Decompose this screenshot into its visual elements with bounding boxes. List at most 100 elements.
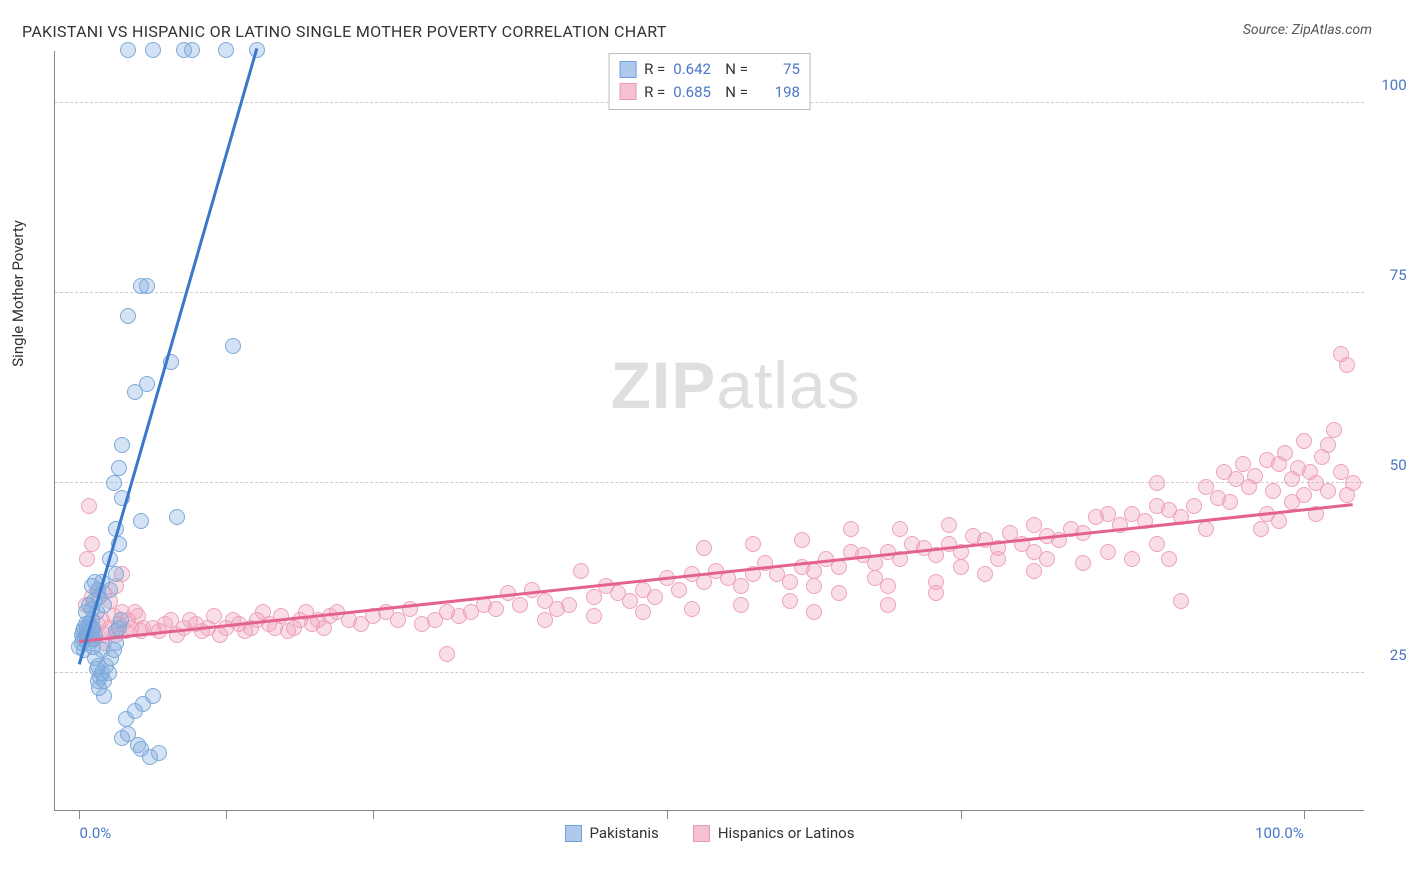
chart-title: PAKISTANI VS HISPANIC OR LATINO SINGLE M… xyxy=(22,22,667,41)
data-point-pakistanis xyxy=(169,509,185,525)
data-point-hispanics xyxy=(990,551,1006,567)
data-point-pakistanis xyxy=(108,566,124,582)
data-point-hispanics xyxy=(1265,483,1281,499)
data-point-hispanics xyxy=(635,604,651,620)
data-point-hispanics xyxy=(794,532,810,548)
data-point-pakistanis xyxy=(113,612,129,628)
data-point-hispanics xyxy=(537,612,553,628)
data-point-hispanics xyxy=(81,498,97,514)
data-point-hispanics xyxy=(1296,487,1312,503)
data-point-pakistanis xyxy=(102,582,118,598)
x-tick xyxy=(373,810,374,819)
data-point-hispanics xyxy=(1320,483,1336,499)
data-point-hispanics xyxy=(684,601,700,617)
swatch-pakistanis-icon xyxy=(565,825,582,842)
source-attribution: Source: ZipAtlas.com xyxy=(1243,22,1372,38)
data-point-hispanics xyxy=(512,597,528,613)
data-point-hispanics xyxy=(953,559,969,575)
data-point-hispanics xyxy=(1026,544,1042,560)
y-tick-label: 75.0% xyxy=(1390,266,1406,284)
data-point-pakistanis xyxy=(139,376,155,392)
data-point-pakistanis xyxy=(145,688,161,704)
data-point-hispanics xyxy=(831,585,847,601)
data-point-hispanics xyxy=(1026,563,1042,579)
data-point-hispanics xyxy=(696,540,712,556)
data-point-hispanics xyxy=(806,563,822,579)
trendline-hispanics xyxy=(79,504,1353,643)
r-label: R = xyxy=(644,58,665,81)
data-point-hispanics xyxy=(880,597,896,613)
swatch-hispanics-icon xyxy=(693,825,710,842)
data-point-hispanics xyxy=(892,521,908,537)
series-legend: Pakistanis Hispanics or Latinos xyxy=(55,824,1364,842)
watermark-zip: ZIP xyxy=(611,348,717,422)
n-value-pakistanis: 75 xyxy=(756,58,800,81)
data-point-hispanics xyxy=(84,536,100,552)
y-tick-label: 25.0% xyxy=(1390,646,1406,664)
data-point-hispanics xyxy=(1186,498,1202,514)
swatch-hispanics xyxy=(619,83,636,100)
data-point-pakistanis xyxy=(218,42,234,58)
data-point-hispanics xyxy=(806,604,822,620)
data-point-hispanics xyxy=(1173,593,1189,609)
x-tick xyxy=(667,810,668,819)
data-point-hispanics xyxy=(1345,475,1361,491)
n-label: N = xyxy=(725,58,748,81)
data-point-hispanics xyxy=(928,585,944,601)
gridline xyxy=(55,482,1364,483)
y-tick-label: 50.0% xyxy=(1390,456,1406,474)
data-point-pakistanis xyxy=(120,308,136,324)
data-point-pakistanis xyxy=(120,42,136,58)
r-value-hispanics: 0.685 xyxy=(673,81,717,104)
trendline-pakistanis xyxy=(78,48,258,664)
legend-label-hispanics: Hispanics or Latinos xyxy=(718,824,855,842)
watermark: ZIPatlas xyxy=(611,347,861,423)
data-point-hispanics xyxy=(1320,437,1336,453)
data-point-hispanics xyxy=(1296,433,1312,449)
legend-label-pakistanis: Pakistanis xyxy=(590,824,659,842)
data-point-hispanics xyxy=(1198,521,1214,537)
data-point-hispanics xyxy=(1253,521,1269,537)
n-label: N = xyxy=(725,81,748,104)
data-point-hispanics xyxy=(1277,445,1293,461)
x-tick xyxy=(1304,810,1305,819)
data-point-pakistanis xyxy=(151,745,167,761)
n-value-hispanics: 198 xyxy=(756,81,800,104)
data-point-hispanics xyxy=(79,551,95,567)
data-point-hispanics xyxy=(1149,536,1165,552)
data-point-hispanics xyxy=(782,574,798,590)
data-point-hispanics xyxy=(1247,468,1263,484)
source-name: ZipAtlas.com xyxy=(1292,22,1372,38)
data-point-hispanics xyxy=(647,589,663,605)
correlation-legend: R = 0.642 N = 75 R = 0.685 N = 198 xyxy=(608,53,811,110)
x-tick xyxy=(79,810,80,819)
data-point-hispanics xyxy=(941,517,957,533)
data-point-pakistanis xyxy=(145,42,161,58)
data-point-pakistanis xyxy=(96,688,112,704)
data-point-hispanics xyxy=(1271,513,1287,529)
plot-area: ZIPatlas R = 0.642 N = 75 R = 0.685 N = … xyxy=(54,51,1364,811)
data-point-pakistanis xyxy=(225,338,241,354)
data-point-hispanics xyxy=(733,578,749,594)
r-value-pakistanis: 0.642 xyxy=(673,58,717,81)
data-point-pakistanis xyxy=(133,513,149,529)
legend-row-pakistanis: R = 0.642 N = 75 xyxy=(619,58,800,81)
data-point-hispanics xyxy=(1075,555,1091,571)
data-point-hispanics xyxy=(573,563,589,579)
data-point-hispanics xyxy=(843,521,859,537)
data-point-hispanics xyxy=(586,608,602,624)
watermark-atlas: atlas xyxy=(716,348,860,422)
gridline xyxy=(55,292,1364,293)
x-tick xyxy=(226,810,227,819)
data-point-hispanics xyxy=(782,593,798,609)
y-axis-label: Single Mother Poverty xyxy=(9,220,27,367)
data-point-hispanics xyxy=(733,597,749,613)
chart-container: Single Mother Poverty ZIPatlas R = 0.642… xyxy=(22,51,1384,811)
data-point-hispanics xyxy=(745,536,761,552)
data-point-pakistanis xyxy=(101,665,117,681)
data-point-pakistanis xyxy=(184,42,200,58)
data-point-hispanics xyxy=(586,589,602,605)
data-point-hispanics xyxy=(439,646,455,662)
data-point-hispanics xyxy=(1100,544,1116,560)
data-point-hispanics xyxy=(1326,422,1342,438)
